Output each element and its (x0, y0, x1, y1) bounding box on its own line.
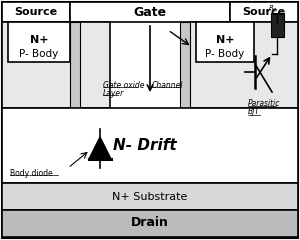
Bar (196, 22, 254, 62)
Bar (271, 13, 284, 37)
Text: N- Drift: N- Drift (113, 138, 177, 152)
Text: $R_g$: $R_g$ (268, 3, 278, 15)
Text: N+ Substrate: N+ Substrate (112, 192, 188, 202)
Polygon shape (89, 137, 111, 159)
Text: N+: N+ (30, 35, 48, 45)
Text: BJT: BJT (248, 108, 260, 116)
Bar (190, 22, 298, 108)
Bar (2, 210, 298, 237)
Text: N+: N+ (216, 35, 234, 45)
Bar (8, 22, 70, 62)
Text: Parasitic: Parasitic (248, 98, 280, 108)
Text: Gate oxide: Gate oxide (103, 80, 145, 90)
Bar (2, 2, 70, 22)
Bar (2, 183, 298, 210)
Bar (230, 2, 298, 22)
Text: P- Body: P- Body (20, 49, 58, 59)
Text: Source: Source (242, 7, 286, 17)
Text: P- Body: P- Body (206, 49, 244, 59)
Bar (180, 22, 190, 108)
Bar (70, 22, 80, 108)
Text: Gate: Gate (134, 6, 166, 18)
Text: Body diode: Body diode (10, 168, 53, 178)
Text: Drain: Drain (131, 216, 169, 229)
Text: Channel: Channel (152, 80, 184, 90)
Text: Source: Source (14, 7, 58, 17)
Bar (2, 22, 110, 108)
Bar (70, 2, 230, 22)
Text: Layer: Layer (103, 89, 124, 97)
Bar (2, 108, 298, 183)
